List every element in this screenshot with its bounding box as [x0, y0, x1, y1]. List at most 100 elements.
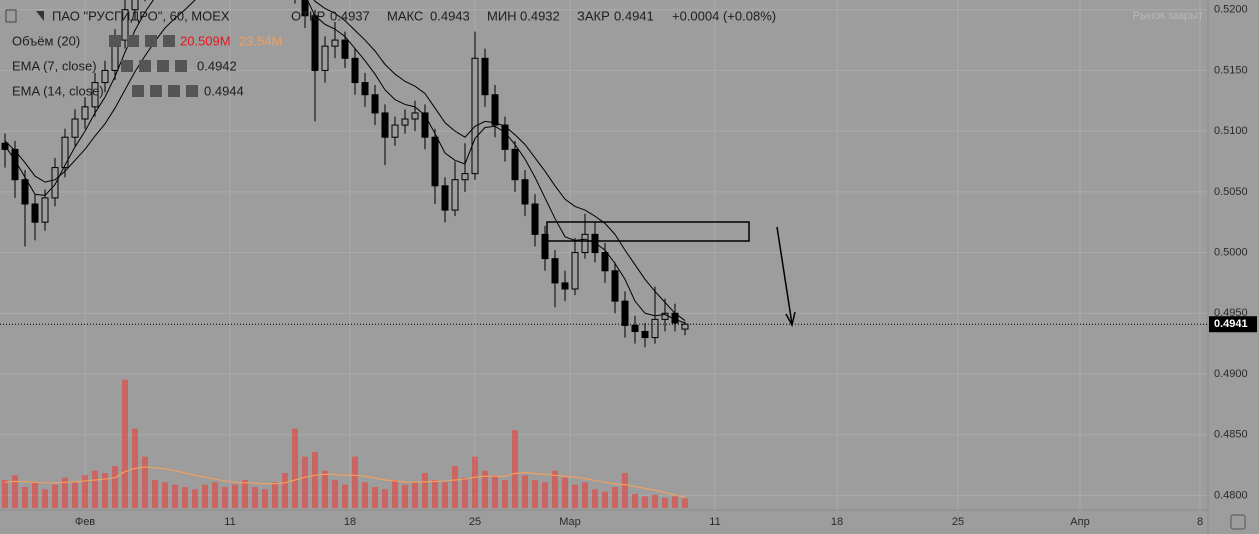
x-tick-label: 18 [831, 516, 843, 528]
candle-body [541, 233, 549, 260]
candle [521, 170, 529, 217]
candle-body [121, 9, 129, 41]
volume-bar [492, 475, 498, 508]
volume-bar [222, 487, 228, 508]
volume-bar [542, 482, 548, 508]
candle-body [531, 203, 539, 235]
candle-body [571, 252, 579, 290]
volume-bar [662, 497, 668, 508]
volume-bar [682, 498, 688, 508]
candle-body [391, 124, 399, 138]
candle-body [81, 106, 89, 120]
volume-bar [72, 482, 78, 508]
volume-bar [62, 477, 68, 508]
volume-bar [652, 494, 658, 508]
candle-body [71, 118, 79, 138]
candle [411, 100, 419, 132]
volume-bar [212, 482, 218, 508]
ema-line [4, 0, 686, 321]
volume-bar [392, 480, 398, 508]
candle [371, 85, 379, 126]
volume-legend-icons[interactable] [109, 35, 175, 47]
candle [101, 60, 109, 93]
candle-body [431, 136, 439, 187]
y-tick-label: 0.4900 [1214, 368, 1248, 380]
y-tick-label: 0.5000 [1214, 246, 1248, 258]
candle-body [471, 57, 479, 175]
candle [421, 104, 429, 150]
candle [51, 157, 59, 207]
candle-body [561, 282, 569, 290]
x-tick-label: 8 [1197, 516, 1203, 528]
volume-ma-line [4, 466, 686, 498]
volume-legend-name: Объём (20) [12, 33, 80, 48]
candle [651, 286, 659, 344]
ema14-legend-icons[interactable] [132, 85, 198, 97]
candle [21, 170, 29, 247]
candle [621, 291, 629, 338]
candle-body [41, 197, 49, 223]
volume-bar [242, 480, 248, 508]
candle-body [681, 323, 689, 330]
candle [31, 194, 39, 241]
settings-button[interactable] [1230, 514, 1246, 530]
volume-bar [352, 456, 358, 508]
candle-body [31, 203, 39, 223]
volume-bar [462, 477, 468, 508]
candle-body [491, 94, 499, 126]
candle-body [641, 331, 649, 339]
x-tick-label: 25 [952, 516, 964, 528]
volume-bar [412, 482, 418, 508]
x-tick-label: 25 [469, 516, 481, 528]
ema7-legend-value: 0.4942 [197, 58, 237, 73]
candle-body [611, 270, 619, 302]
x-tick-label: 11 [709, 516, 720, 528]
volume-bar [382, 489, 388, 508]
volume-bar [362, 482, 368, 508]
candle [71, 109, 79, 146]
ema-line [4, 0, 686, 324]
ema7-legend-icons[interactable] [121, 60, 187, 72]
candle [301, 0, 309, 28]
volume-bar [342, 484, 348, 508]
candle [361, 72, 369, 107]
change: +0.0004 (+0.08%) [672, 8, 776, 23]
candle [551, 250, 559, 308]
candle-body [351, 57, 359, 84]
volume-bar [142, 456, 148, 508]
candle-body [91, 82, 99, 108]
y-tick-label: 0.5050 [1214, 186, 1248, 198]
high-label: МАКС [387, 8, 423, 23]
candle-body [481, 57, 489, 96]
candle [121, 0, 129, 49]
candle [541, 225, 549, 271]
candle [501, 116, 509, 162]
volume-bar [22, 487, 28, 508]
candle-body [411, 112, 419, 120]
low-value: 0.4932 [520, 8, 560, 23]
y-tick-label: 0.5150 [1214, 64, 1248, 76]
close-label: ЗАКР [577, 8, 610, 23]
volume-bar [32, 482, 38, 508]
volume-bar [42, 489, 48, 508]
candle [321, 36, 329, 83]
candle-body [61, 136, 69, 169]
candle [331, 21, 339, 59]
arrow-head [785, 311, 796, 328]
collapse-icon[interactable] [5, 9, 17, 23]
candle-body [441, 185, 449, 211]
candle [531, 194, 539, 247]
ema14-legend-name: EMA (14, close) [12, 83, 104, 98]
volume-bar [292, 428, 298, 508]
volume-bar [322, 470, 328, 508]
candle [581, 213, 589, 259]
candle [571, 238, 579, 296]
volume-bar [612, 487, 618, 508]
y-tick-label: 0.4850 [1214, 429, 1248, 441]
candle [611, 262, 619, 314]
x-tick-label: 18 [344, 516, 356, 528]
volume-bar [502, 480, 508, 508]
candle-body [101, 69, 109, 84]
close-value: 0.4941 [614, 8, 654, 23]
candle-body [461, 173, 469, 181]
